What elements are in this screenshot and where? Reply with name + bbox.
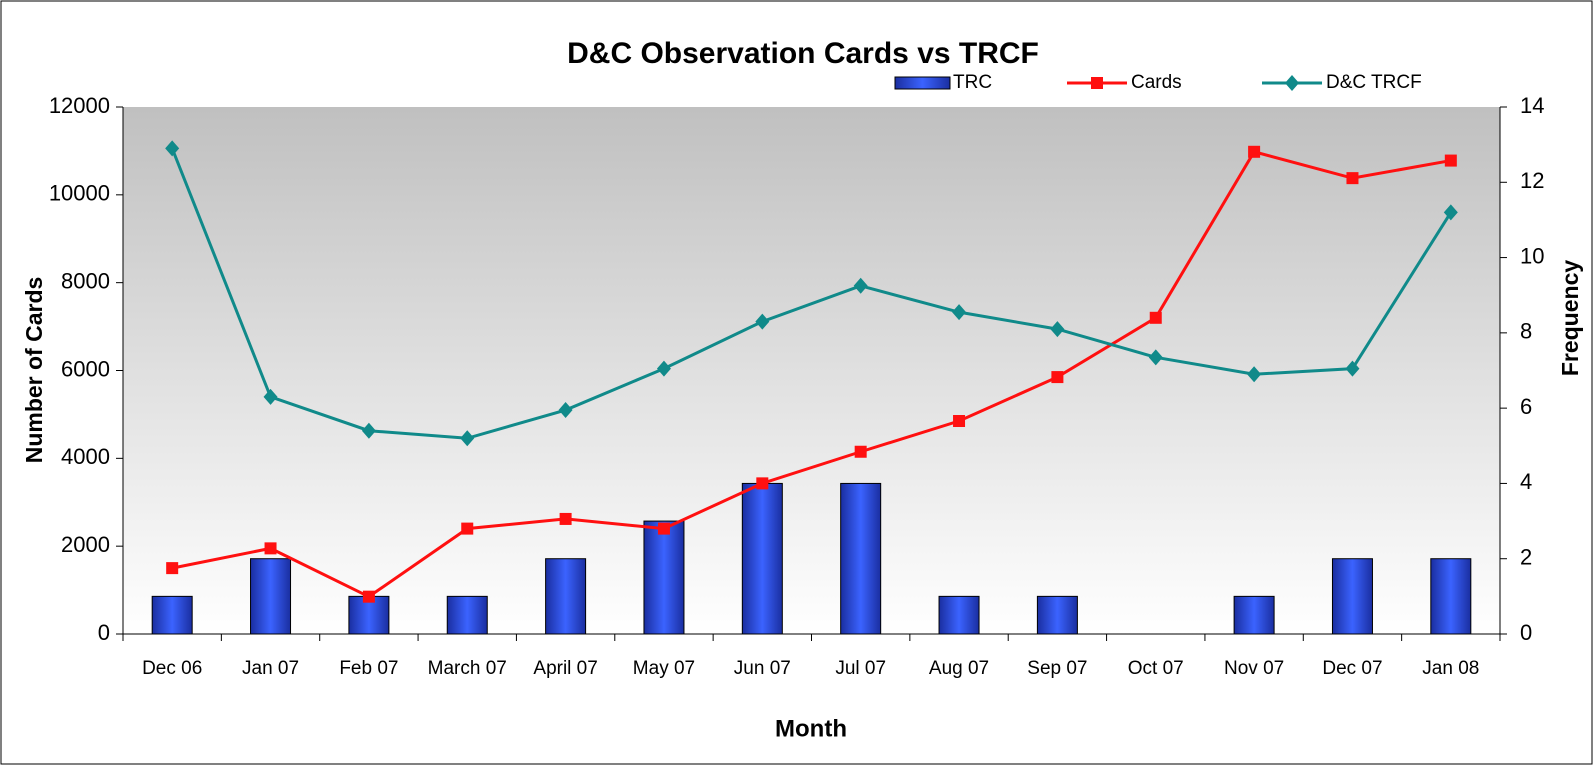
legend-label: TRC [953,72,992,93]
y-tick-label: 8000 [61,268,110,293]
marker [1247,366,1262,383]
marker [559,512,572,525]
y-tick-label: 10000 [49,181,110,206]
x-tick-label: Dec 07 [1322,658,1382,679]
y-tick-label: 0 [98,620,110,645]
marker [461,522,474,535]
marker [853,277,868,294]
y-tick-label: 12000 [49,93,110,118]
bar [643,520,685,635]
legend-marker [1285,75,1299,91]
line [171,150,1452,599]
marker [362,590,375,603]
x-tick-label: Sep 07 [1027,658,1087,679]
bar [938,595,980,635]
x-tick-label: Nov 07 [1224,658,1284,679]
legend-swatch [894,76,951,90]
marker [1050,321,1065,338]
y2-tick-label: 2 [1520,545,1532,570]
y2-tick-label: 0 [1520,620,1532,645]
line [170,147,1453,440]
x-tick-label: Dec 06 [142,658,202,679]
y-tick-label: 4000 [61,444,110,469]
marker [1346,172,1359,185]
y-tick-label: 2000 [61,532,110,557]
y2-tick-label: 6 [1520,394,1532,419]
marker [755,313,770,330]
y2-tick-label: 4 [1520,469,1532,494]
marker [756,477,769,490]
marker [1345,360,1360,377]
x-tick-label: April 07 [533,658,597,679]
x-tick-label: Feb 07 [339,658,398,679]
y2-tick-label: 14 [1520,93,1544,118]
legend-marker [1091,77,1103,89]
bar [545,558,587,635]
y2-tick-label: 10 [1520,243,1544,268]
marker [656,360,671,377]
x-tick-label: Jan 08 [1422,658,1479,679]
chart-title: D&C Observation Cards vs TRCF [567,37,1039,70]
marker [264,542,277,555]
marker [1148,349,1163,366]
y-tick-label: 6000 [61,356,110,381]
marker [1051,371,1064,384]
marker [1149,311,1162,324]
y2-tick-label: 12 [1520,168,1544,193]
x-tick-label: Jan 07 [242,658,299,679]
marker [1444,154,1457,167]
x-tick-label: Aug 07 [929,658,989,679]
bar [1036,595,1078,635]
y-axis-label: Number of Cards [21,277,47,464]
marker [1248,145,1261,158]
marker [166,562,179,575]
bar [1331,558,1373,635]
marker [952,304,967,321]
x-tick-label: Jul 07 [835,658,886,679]
x-tick-label: May 07 [633,658,695,679]
x-axis-label: Month [775,715,847,742]
marker [165,140,180,157]
bar [741,482,783,635]
y2-axis-label: Frequency [1557,260,1583,377]
bar [446,595,488,635]
x-tick-label: March 07 [428,658,507,679]
legend-label: D&C TRCF [1326,72,1422,93]
marker [361,422,376,439]
bar [250,558,292,635]
marker [263,388,278,405]
plot-area [123,107,1500,634]
bar [151,595,193,635]
marker [1443,204,1458,221]
marker [953,415,966,428]
bar [1430,558,1472,635]
x-tick-label: Oct 07 [1128,658,1184,679]
bar [348,595,390,635]
marker [657,522,670,535]
bar [1233,595,1275,635]
legend-label: Cards [1131,72,1182,93]
bar [840,482,882,635]
y2-tick-label: 8 [1520,319,1532,344]
marker [854,445,867,458]
marker [558,402,573,419]
x-tick-label: Jun 07 [734,658,791,679]
marker [460,430,475,447]
